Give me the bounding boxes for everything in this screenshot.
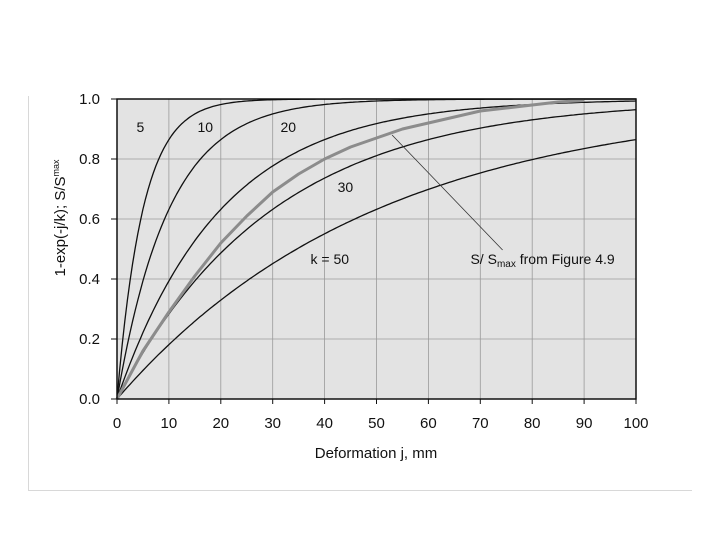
series-line-k30	[116, 109, 637, 400]
x-tick-label: 10	[161, 415, 178, 432]
frame-bottom-line	[28, 490, 692, 491]
y-axis-label-main: 1-exp(-j/k); S/S	[52, 176, 69, 276]
x-tick-label: 0	[113, 415, 121, 432]
x-tick-label: 70	[472, 415, 489, 432]
y-tick-label: 0.2	[79, 331, 100, 348]
x-tick-label: 60	[420, 415, 437, 432]
annotation-label-sub: max	[497, 259, 516, 270]
annotation-label: 5	[136, 119, 144, 135]
annotation-label: k = 50	[311, 251, 350, 267]
x-tick-label: 30	[264, 415, 281, 432]
x-tick-label: 100	[623, 415, 648, 432]
annotation-label: 10	[197, 119, 213, 135]
axis-ticks: 0 10 20 30 40 50 60 70 80 90 100 0.0 0.2 0.4 0.6 0.8 1.0	[79, 91, 648, 432]
y-axis-label: 1-exp(-j/k); S/Smax	[51, 159, 69, 277]
annotation-label: 30	[338, 179, 354, 195]
y-tick-label: 0.6	[79, 211, 100, 228]
y-tick-label: 1.0	[79, 91, 100, 108]
x-tick-label: 80	[524, 415, 541, 432]
y-tick-label: 0.0	[79, 391, 100, 408]
x-tick-label: 20	[212, 415, 229, 432]
x-tick-label: 40	[316, 415, 333, 432]
frame-left-line	[28, 96, 29, 490]
series-line-k50	[116, 138, 637, 400]
annotation-label: S/ Smax from Figure 4.9	[470, 251, 614, 270]
annotation-label: 20	[280, 119, 296, 135]
y-tick-label: 0.4	[79, 271, 100, 288]
annotations: 5 10 20 30 k = 50 S/ Smax from Figure 4.9	[136, 119, 614, 270]
y-axis-label-sup: max	[51, 159, 61, 177]
x-axis-label: Deformation j, mm	[315, 445, 438, 462]
annotation-label-part: S/ S	[470, 251, 496, 267]
annotation-leader-line	[391, 134, 503, 251]
x-tick-label: 90	[576, 415, 593, 432]
x-tick-label: 50	[368, 415, 385, 432]
series-line-measured	[115, 99, 585, 400]
annotation-label-part: from Figure 4.9	[516, 251, 615, 267]
y-tick-label: 0.8	[79, 151, 100, 168]
